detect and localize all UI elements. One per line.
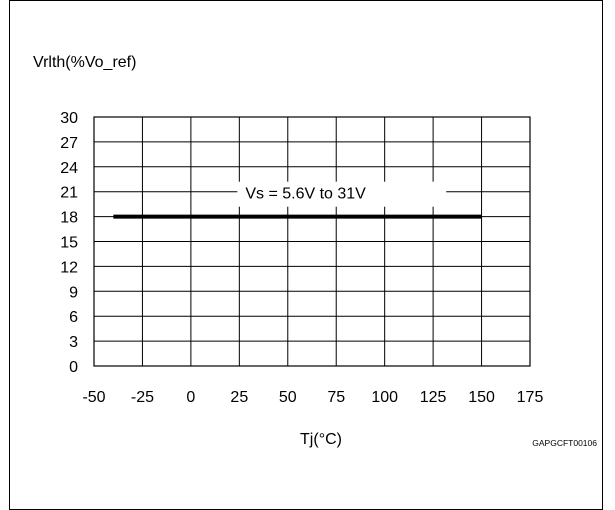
grid (93, 116, 531, 367)
y-tick-label: 18 (60, 210, 78, 227)
y-tick-label: 9 (69, 284, 78, 301)
y-tick-label: 30 (60, 110, 78, 127)
y-tick-label: 27 (60, 135, 78, 152)
chart-frame (9, 0, 603, 510)
y-tick-label: 6 (69, 309, 78, 326)
y-tick-label: 24 (60, 160, 78, 177)
x-tick-label: -50 (82, 389, 105, 406)
x-tick-label: 75 (327, 389, 345, 406)
y-tick-labels: 0 3 6 9 12 15 18 21 24 27 30 (60, 110, 78, 376)
y-tick-label: 3 (69, 334, 78, 351)
x-tick-label: 150 (468, 389, 495, 406)
series-layer: Vs = 5.6V to 31V (113, 181, 482, 219)
y-tick-label: 0 (69, 359, 78, 376)
series-label-background (237, 181, 447, 207)
x-tick-label: 0 (186, 389, 195, 406)
figure-code: GAPGCFT00106 (532, 438, 597, 448)
y-tick-label: 21 (60, 185, 78, 202)
y-tick-label: 12 (60, 259, 78, 276)
x-tick-label: -25 (131, 389, 154, 406)
x-tick-label: 25 (230, 389, 248, 406)
x-tick-label: 175 (517, 389, 544, 406)
x-tick-label: 100 (371, 389, 398, 406)
x-tick-label: 125 (420, 389, 447, 406)
plot-border (93, 116, 531, 367)
x-axis-label: Tj(°C) (300, 431, 342, 448)
series-label: Vs = 5.6V to 31V (245, 186, 366, 203)
y-tick-label: 15 (60, 235, 78, 252)
y-axis-label: Vrlth(%Vo_ref) (33, 54, 136, 71)
x-tick-labels: -50 -25 0 25 50 75 100 125 150 175 (82, 389, 543, 406)
x-tick-label: 50 (279, 389, 297, 406)
